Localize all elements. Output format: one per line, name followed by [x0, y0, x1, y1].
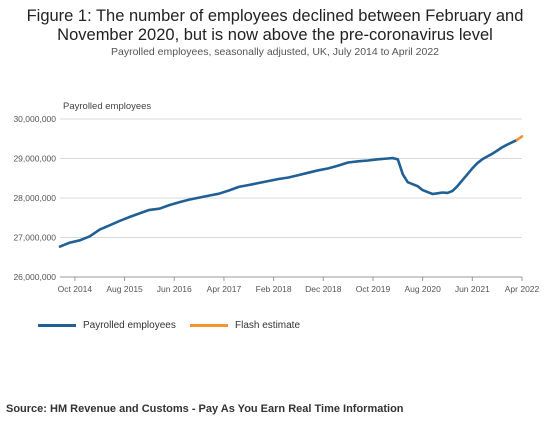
y-axis-label: Payrolled employees [63, 101, 151, 112]
chart-subtitle: Payrolled employees, seasonally adjusted… [110, 46, 440, 58]
chart-title-line-2: November 2020, but is now above the pre-… [57, 26, 493, 44]
x-tick-label: Oct 2014 [58, 284, 93, 294]
chart-title: Figure 1: The number of employees declin… [0, 7, 550, 45]
legend-swatch-payrolled [38, 324, 76, 327]
x-tick-label: Jun 2016 [157, 284, 192, 294]
legend-item-flash: Flash estimate [190, 320, 300, 331]
legend-swatch-flash [190, 324, 228, 327]
chart-title-line-1: Figure 1: The number of employees declin… [26, 7, 524, 25]
x-tick-label: Oct 2019 [356, 284, 391, 294]
legend-label-flash: Flash estimate [235, 320, 301, 331]
series-line-payrolled [58, 138, 519, 248]
y-tick-label: 28,000,000 [13, 193, 56, 203]
x-tick-label: Aug 2020 [404, 284, 441, 294]
y-tick-label: 26,000,000 [13, 272, 56, 282]
x-tick-label: Aug 2015 [106, 284, 143, 294]
x-tick-label: Apr 2017 [207, 284, 242, 294]
x-tick-label: Dec 2018 [305, 284, 342, 294]
source-note: Source: HM Revenue and Customs - Pay As … [6, 403, 404, 415]
x-tick-label: Apr 2022 [505, 284, 540, 294]
legend-label-payrolled: Payrolled employees [83, 320, 176, 331]
x-tick-label: Jun 2021 [455, 284, 490, 294]
series-line-flash [515, 135, 524, 142]
legend-item-payrolled: Payrolled employees [38, 320, 176, 331]
y-tick-label: 27,000,000 [13, 233, 56, 243]
y-tick-label: 30,000,000 [13, 114, 56, 124]
x-tick-label: Feb 2018 [256, 284, 292, 294]
y-tick-label: 29,000,000 [13, 154, 56, 164]
line-chart: 26,000,000 27,000,000 28,000,000 29,000,000… [13, 101, 540, 294]
